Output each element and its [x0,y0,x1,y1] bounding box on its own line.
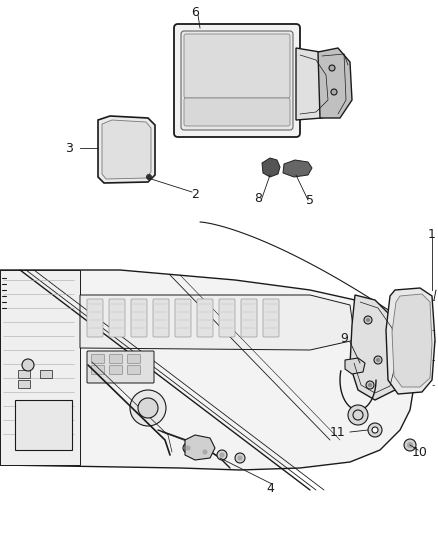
Circle shape [200,447,210,457]
Polygon shape [18,370,30,378]
Polygon shape [296,48,338,120]
FancyBboxPatch shape [175,299,191,337]
Circle shape [331,89,337,95]
Circle shape [368,423,382,437]
FancyBboxPatch shape [110,354,123,364]
Polygon shape [80,295,355,350]
Polygon shape [392,294,432,387]
Text: 5: 5 [306,193,314,206]
Circle shape [377,359,379,361]
Polygon shape [18,380,30,388]
Polygon shape [345,358,365,374]
Circle shape [183,443,193,453]
FancyBboxPatch shape [174,24,300,137]
Polygon shape [0,270,80,465]
Circle shape [372,427,378,433]
Text: 10: 10 [412,447,428,459]
FancyBboxPatch shape [197,299,213,337]
FancyBboxPatch shape [92,366,105,375]
Circle shape [368,384,371,386]
Polygon shape [318,48,352,118]
Polygon shape [102,120,151,179]
Circle shape [217,450,227,460]
Polygon shape [185,435,215,460]
Circle shape [146,174,152,180]
Circle shape [203,450,207,454]
Text: 8: 8 [254,191,262,205]
Circle shape [407,442,413,448]
Circle shape [238,456,242,460]
Polygon shape [262,158,280,177]
Polygon shape [15,400,72,450]
Circle shape [367,319,370,321]
FancyBboxPatch shape [87,299,103,337]
Circle shape [374,356,382,364]
Circle shape [348,405,368,425]
FancyBboxPatch shape [127,366,141,375]
FancyBboxPatch shape [92,354,105,364]
Polygon shape [0,270,415,470]
Polygon shape [283,160,312,177]
FancyBboxPatch shape [181,31,293,130]
Circle shape [138,398,158,418]
FancyBboxPatch shape [127,354,141,364]
Polygon shape [350,295,400,400]
Circle shape [235,453,245,463]
Circle shape [186,446,190,450]
FancyBboxPatch shape [241,299,257,337]
Circle shape [366,381,374,389]
FancyBboxPatch shape [109,299,125,337]
FancyBboxPatch shape [87,351,154,383]
Text: 11: 11 [329,425,345,439]
Text: 6: 6 [191,5,199,19]
Circle shape [130,390,166,426]
Circle shape [404,439,416,451]
Text: 1: 1 [428,229,436,241]
FancyBboxPatch shape [184,98,290,126]
Text: 3: 3 [65,141,73,155]
Polygon shape [98,116,155,183]
Polygon shape [386,288,435,394]
Circle shape [22,359,34,371]
FancyBboxPatch shape [184,34,290,98]
Circle shape [329,65,335,71]
Text: 2: 2 [191,189,199,201]
Text: 9: 9 [340,332,348,344]
Circle shape [364,316,372,324]
Circle shape [220,453,224,457]
Text: 4: 4 [266,481,274,495]
FancyBboxPatch shape [219,299,235,337]
FancyBboxPatch shape [131,299,147,337]
Polygon shape [40,370,52,378]
FancyBboxPatch shape [110,366,123,375]
FancyBboxPatch shape [153,299,169,337]
FancyBboxPatch shape [263,299,279,337]
